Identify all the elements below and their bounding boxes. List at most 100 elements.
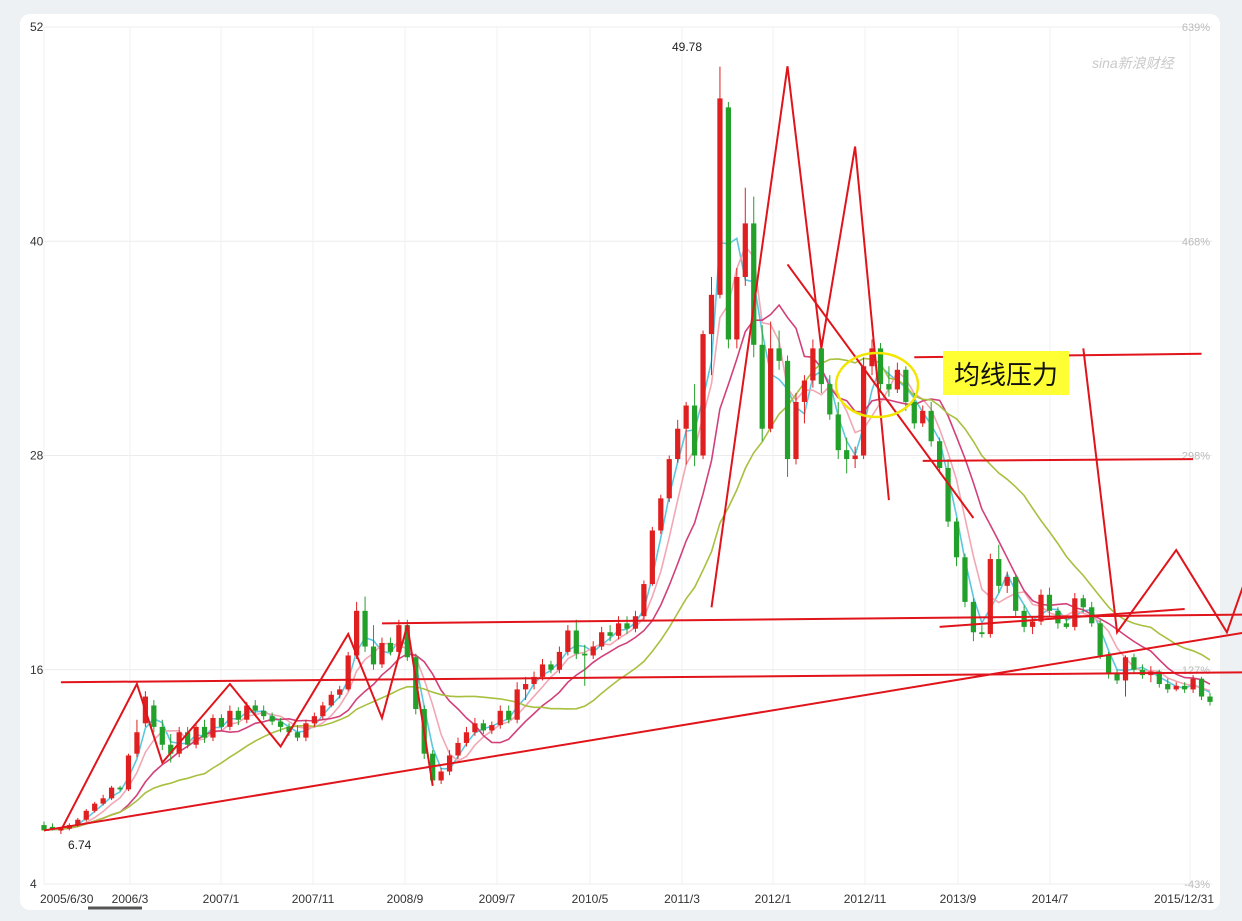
candle-body	[827, 384, 833, 415]
candle-body	[320, 705, 326, 717]
candle-body	[962, 557, 968, 602]
candle-body	[514, 689, 520, 720]
candle-body	[573, 630, 579, 654]
candle-body	[539, 664, 546, 677]
right-tick-label: 639%	[1182, 22, 1210, 34]
candle-body	[354, 610, 360, 656]
candle-body	[168, 744, 174, 754]
candle-body	[235, 710, 241, 720]
candle-body	[1156, 671, 1162, 685]
candle-body	[835, 414, 841, 451]
trend-zigzag	[1082, 348, 1242, 635]
candle-body	[379, 642, 385, 665]
candle-body	[345, 655, 351, 690]
candle-body	[252, 705, 258, 711]
candle-body	[987, 559, 993, 635]
candle-body	[117, 787, 123, 790]
candle-body	[1080, 598, 1086, 608]
candle-body	[683, 405, 689, 429]
candles	[41, 66, 1213, 835]
trend-line	[381, 613, 1242, 625]
candle-body	[590, 646, 596, 656]
candle-body	[362, 610, 368, 647]
x-tick-label: 2007/1	[203, 892, 240, 906]
annotation-label: 均线压力	[943, 351, 1069, 395]
y-tick-label: 52	[30, 20, 44, 34]
candle-body	[615, 623, 622, 636]
right-tick-label: 127%	[1182, 665, 1210, 677]
candle-body	[979, 632, 985, 635]
candle-body	[818, 348, 824, 385]
candle-body	[75, 819, 81, 826]
candle-body	[463, 732, 470, 743]
trend-zigzag	[710, 66, 890, 608]
trend-line	[786, 263, 975, 519]
y-tick-label: 40	[30, 234, 44, 248]
x-tick-label: 2007/11	[292, 892, 335, 906]
candle-body	[886, 384, 892, 390]
candle-body	[945, 467, 951, 522]
candle-body	[497, 710, 503, 726]
candle-body	[49, 826, 56, 829]
candle-body	[1029, 621, 1036, 627]
candle-body	[666, 459, 672, 499]
candle-body	[1207, 696, 1213, 702]
candle-body	[1105, 655, 1112, 674]
candle-body	[1004, 576, 1010, 586]
y-tick-label: 4	[30, 877, 37, 891]
candle-body	[218, 717, 225, 727]
trend-line	[922, 458, 1194, 462]
candle-body	[506, 710, 512, 720]
candle-body	[269, 716, 275, 722]
highlight-circle	[834, 351, 920, 419]
candle-body	[582, 653, 588, 656]
candle-body	[328, 694, 334, 706]
candle-body	[599, 632, 605, 647]
candle-body	[751, 223, 757, 345]
candle-body	[370, 646, 377, 665]
candle-body	[953, 521, 960, 558]
candle-body	[1097, 623, 1103, 656]
candle-body	[303, 723, 309, 738]
candle-body	[877, 348, 884, 385]
candle-body	[41, 825, 47, 831]
candle-body	[294, 732, 301, 738]
candle-body	[100, 798, 106, 804]
candle-body	[1072, 598, 1078, 627]
candle-body	[658, 498, 664, 531]
candle-body	[565, 630, 571, 652]
candle-body	[210, 717, 216, 738]
candle-body	[810, 348, 816, 381]
candle-body	[920, 410, 926, 424]
candle-body	[438, 771, 444, 781]
candle-body	[801, 380, 808, 402]
right-tick-label: 468%	[1182, 236, 1210, 248]
candle-body	[717, 98, 723, 295]
candle-body	[556, 651, 563, 670]
low-label: 6.74	[68, 838, 92, 852]
x-tick-label: 2010/5	[572, 892, 609, 906]
candle-body	[869, 348, 875, 367]
trend-zigzag	[60, 624, 434, 831]
candle-body	[1165, 684, 1171, 690]
candle-body	[227, 710, 233, 727]
candle-body	[311, 716, 317, 724]
candle-body	[1114, 673, 1120, 681]
candle-body	[92, 803, 98, 811]
candle-body	[134, 732, 140, 754]
trend-line	[43, 631, 1242, 832]
plot-background	[20, 14, 1220, 910]
candle-body	[286, 726, 292, 733]
x-tick-label: 2011/3	[664, 892, 700, 906]
candle-body	[480, 723, 486, 731]
y-axis: 52 40 28 16 4	[30, 20, 44, 891]
right-tick-label: -43%	[1184, 879, 1210, 891]
candle-body	[768, 348, 774, 429]
candle-body	[455, 742, 461, 756]
trend-line	[939, 608, 1185, 628]
candle-body	[83, 810, 89, 820]
ma30-line	[43, 357, 1211, 832]
x-tick-label: 2008/9	[387, 892, 424, 906]
x-tick-label: 2006/3	[112, 892, 149, 906]
